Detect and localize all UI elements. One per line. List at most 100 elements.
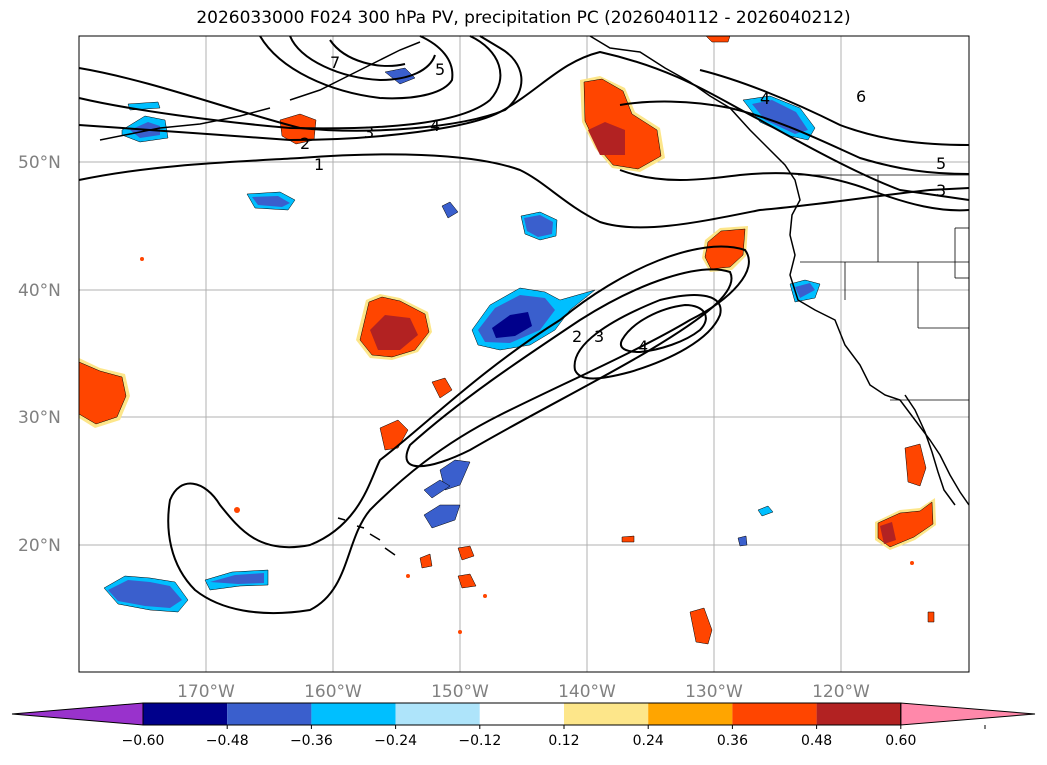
- precip-pos-dot: [483, 594, 487, 598]
- colorbar-tick-label: 0.48: [801, 733, 832, 749]
- lat-label: 20°N: [18, 536, 61, 556]
- pv-contour-1: [78, 153, 970, 229]
- precip-pos-blob: [904, 443, 927, 487]
- colorbar-tick-label: 0.24: [633, 733, 664, 749]
- precip-neg-blob: [492, 312, 532, 338]
- map-title: 2026033000 F024 300 hPa PV, precipitatio…: [196, 8, 851, 28]
- colorbar: −0.60 −0.48 −0.36 −0.24 −0.12 0.12 0.24 0.36 0.4…: [11, 702, 1036, 749]
- precip-pos-blob: [78, 361, 127, 425]
- lat-axis: 50°N 40°N 30°N 20°N: [18, 153, 61, 556]
- lat-label: 30°N: [18, 408, 61, 428]
- contour-label: 6: [856, 87, 866, 106]
- colorbar-tick-label: 0.36: [717, 733, 748, 749]
- precip-pos-dot: [140, 257, 144, 261]
- colorbar-tick-label: 0.12: [548, 733, 579, 749]
- precip-pos-blob: [689, 607, 713, 645]
- contour-label: 5: [435, 60, 445, 79]
- colorbar-extend-low: [11, 702, 144, 726]
- contour-label: 4: [638, 337, 648, 356]
- precip-pos-dot: [910, 561, 914, 565]
- aleutian-chain: [99, 107, 271, 141]
- pv-contour-7: [329, 39, 406, 67]
- precip-pos-blob: [704, 228, 746, 270]
- colorbar-segment: [816, 703, 901, 725]
- precip-neg-blob: [210, 573, 264, 584]
- lon-label: 160°W: [304, 682, 362, 702]
- pv-contour-4: [78, 35, 502, 130]
- colorbar-tick-label: −0.60: [122, 733, 165, 749]
- plot-frame: [78, 35, 970, 673]
- pv-contour-3: [78, 35, 523, 132]
- contour-label: 4: [430, 116, 440, 135]
- borders: [798, 174, 969, 401]
- pv-contour-trough-2: [405, 268, 733, 468]
- pv-contour-6: [289, 35, 436, 82]
- contour-label: 7: [330, 53, 340, 72]
- precip-neg-blob: [737, 535, 748, 547]
- pv-contour-trough-3: [573, 294, 722, 380]
- precip-pos-blob: [621, 535, 635, 543]
- contour-label: 2: [572, 327, 582, 346]
- precip-pos-blob: [927, 611, 935, 623]
- hawaii-islands: [337, 517, 396, 556]
- lon-label: 170°W: [177, 682, 235, 702]
- precip-pos-blob: [588, 122, 625, 155]
- lon-label: 150°W: [431, 682, 489, 702]
- precip-neg-blob: [795, 283, 815, 298]
- pv-contour-trough-4: [620, 303, 707, 354]
- plot-area: 1 2 3 4 5 6 7 2 3 4 4 5 3: [78, 35, 970, 673]
- lon-axis: 170°W 160°W 150°W 140°W 130°W 120°W: [177, 682, 870, 702]
- contour-label: 3: [594, 327, 604, 346]
- precip-neg-blob: [108, 580, 182, 608]
- pv-contour-na3: [619, 169, 970, 212]
- precip-pos-blob: [457, 573, 477, 589]
- baja-coast: [904, 394, 956, 506]
- precip-pos-blob: [431, 377, 453, 399]
- precip-neg-blob: [757, 505, 774, 517]
- precip-neg-blob: [441, 201, 459, 219]
- colorbar-segment: [227, 703, 312, 725]
- precip-pos-blob: [419, 553, 433, 569]
- colorbar-tick-label: −0.36: [290, 733, 333, 749]
- lon-label: 140°W: [558, 682, 616, 702]
- pv-contour-5: [259, 35, 454, 100]
- contour-label: 3: [364, 123, 374, 142]
- contour-label: 3: [936, 181, 946, 200]
- precip-pos-blob: [880, 522, 896, 544]
- pv-contour-na2: [699, 69, 970, 146]
- pv-contour-na: [619, 100, 970, 175]
- colorbar-segment: [143, 703, 228, 725]
- contour-labels: 1 2 3 4 5 6 7 2 3 4 4 5 3: [300, 53, 946, 356]
- precip-pos-blob: [370, 315, 418, 350]
- precip-pos-dot: [406, 574, 410, 578]
- precip-pos-dot: [458, 630, 462, 634]
- colorbar-segment: [395, 703, 480, 725]
- lon-label: 120°W: [812, 682, 870, 702]
- contour-label: 1: [314, 155, 324, 174]
- pv-contour-2: [78, 50, 970, 201]
- colorbar-frame: [142, 702, 902, 726]
- north-america-coast: [589, 35, 970, 506]
- precip-neg-blob: [524, 215, 553, 237]
- pv-contour-trough-outer: [167, 245, 750, 615]
- coastlines: [99, 35, 970, 556]
- colorbar-segment: [732, 703, 817, 725]
- contour-label: 5: [936, 154, 946, 173]
- precip-pos-blob: [457, 545, 475, 561]
- colorbar-tick-label: −0.24: [374, 733, 417, 749]
- colorbar-segment: [564, 703, 649, 725]
- lat-label: 40°N: [18, 281, 61, 301]
- precip-pos-dot: [234, 507, 240, 513]
- colorbar-tick-label: 0.60: [885, 733, 916, 749]
- precip-neg-blob: [423, 479, 451, 499]
- lat-label: 50°N: [18, 153, 61, 173]
- colorbar-tick-label: −0.48: [206, 733, 249, 749]
- colorbar-segment: [311, 703, 396, 725]
- alaska-coast: [289, 41, 421, 101]
- colorbar-extend-high: [900, 702, 1036, 726]
- precip-neg-blob: [752, 100, 808, 134]
- colorbar-tick-label: −0.12: [458, 733, 501, 749]
- colorbar-segment: [479, 703, 564, 725]
- precip-positive: [78, 35, 936, 645]
